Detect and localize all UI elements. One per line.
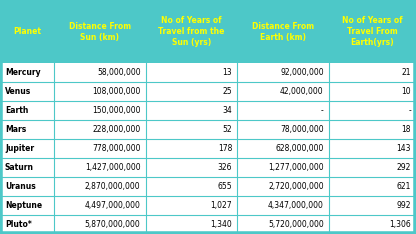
Text: 18: 18: [401, 125, 411, 134]
Text: -: -: [321, 106, 324, 115]
Text: Pluto*: Pluto*: [5, 220, 32, 229]
Text: -: -: [408, 106, 411, 115]
Text: 5,720,000,000: 5,720,000,000: [268, 220, 324, 229]
Text: 34: 34: [223, 106, 232, 115]
Text: Venus: Venus: [5, 87, 31, 96]
Text: No of Years of
Travel From
Earth(yrs): No of Years of Travel From Earth(yrs): [342, 16, 403, 47]
Text: Uranus: Uranus: [5, 182, 36, 191]
Text: 1,277,000,000: 1,277,000,000: [268, 163, 324, 172]
Text: 655: 655: [218, 182, 232, 191]
Text: 21: 21: [401, 68, 411, 77]
Text: 178: 178: [218, 144, 232, 153]
Text: 25: 25: [223, 87, 232, 96]
Text: 143: 143: [396, 144, 411, 153]
Text: Planet: Planet: [13, 27, 41, 36]
Text: 4,347,000,000: 4,347,000,000: [268, 201, 324, 210]
Text: 326: 326: [218, 163, 232, 172]
Text: 778,000,000: 778,000,000: [92, 144, 141, 153]
Text: Distance From
Earth (km): Distance From Earth (km): [252, 22, 314, 42]
Text: Earth: Earth: [5, 106, 28, 115]
Text: 108,000,000: 108,000,000: [92, 87, 141, 96]
Text: 42,000,000: 42,000,000: [280, 87, 324, 96]
Text: 92,000,000: 92,000,000: [280, 68, 324, 77]
Text: 4,497,000,000: 4,497,000,000: [85, 201, 141, 210]
Text: 10: 10: [401, 87, 411, 96]
Text: 628,000,000: 628,000,000: [275, 144, 324, 153]
Text: 150,000,000: 150,000,000: [92, 106, 141, 115]
Bar: [0, 0, 416, 63]
Text: 2,870,000,000: 2,870,000,000: [85, 182, 141, 191]
Text: 2,720,000,000: 2,720,000,000: [268, 182, 324, 191]
Text: 13: 13: [223, 68, 232, 77]
Text: 1,027: 1,027: [210, 201, 232, 210]
Text: 1,306: 1,306: [389, 220, 411, 229]
Text: Distance From
Sun (km): Distance From Sun (km): [69, 22, 131, 42]
Text: 78,000,000: 78,000,000: [280, 125, 324, 134]
Text: 621: 621: [396, 182, 411, 191]
Text: 1,427,000,000: 1,427,000,000: [85, 163, 141, 172]
Text: 52: 52: [223, 125, 232, 134]
Text: Saturn: Saturn: [5, 163, 34, 172]
Text: No of Years of
Travel from the
Sun (yrs): No of Years of Travel from the Sun (yrs): [158, 16, 225, 47]
Text: 5,870,000,000: 5,870,000,000: [85, 220, 141, 229]
Text: 228,000,000: 228,000,000: [92, 125, 141, 134]
Text: 1,340: 1,340: [210, 220, 232, 229]
Text: Neptune: Neptune: [5, 201, 42, 210]
Text: Mercury: Mercury: [5, 68, 41, 77]
Text: 292: 292: [396, 163, 411, 172]
Bar: [0, 63, 416, 234]
Text: 58,000,000: 58,000,000: [97, 68, 141, 77]
Text: 992: 992: [396, 201, 411, 210]
Text: Mars: Mars: [5, 125, 26, 134]
Text: Jupiter: Jupiter: [5, 144, 34, 153]
